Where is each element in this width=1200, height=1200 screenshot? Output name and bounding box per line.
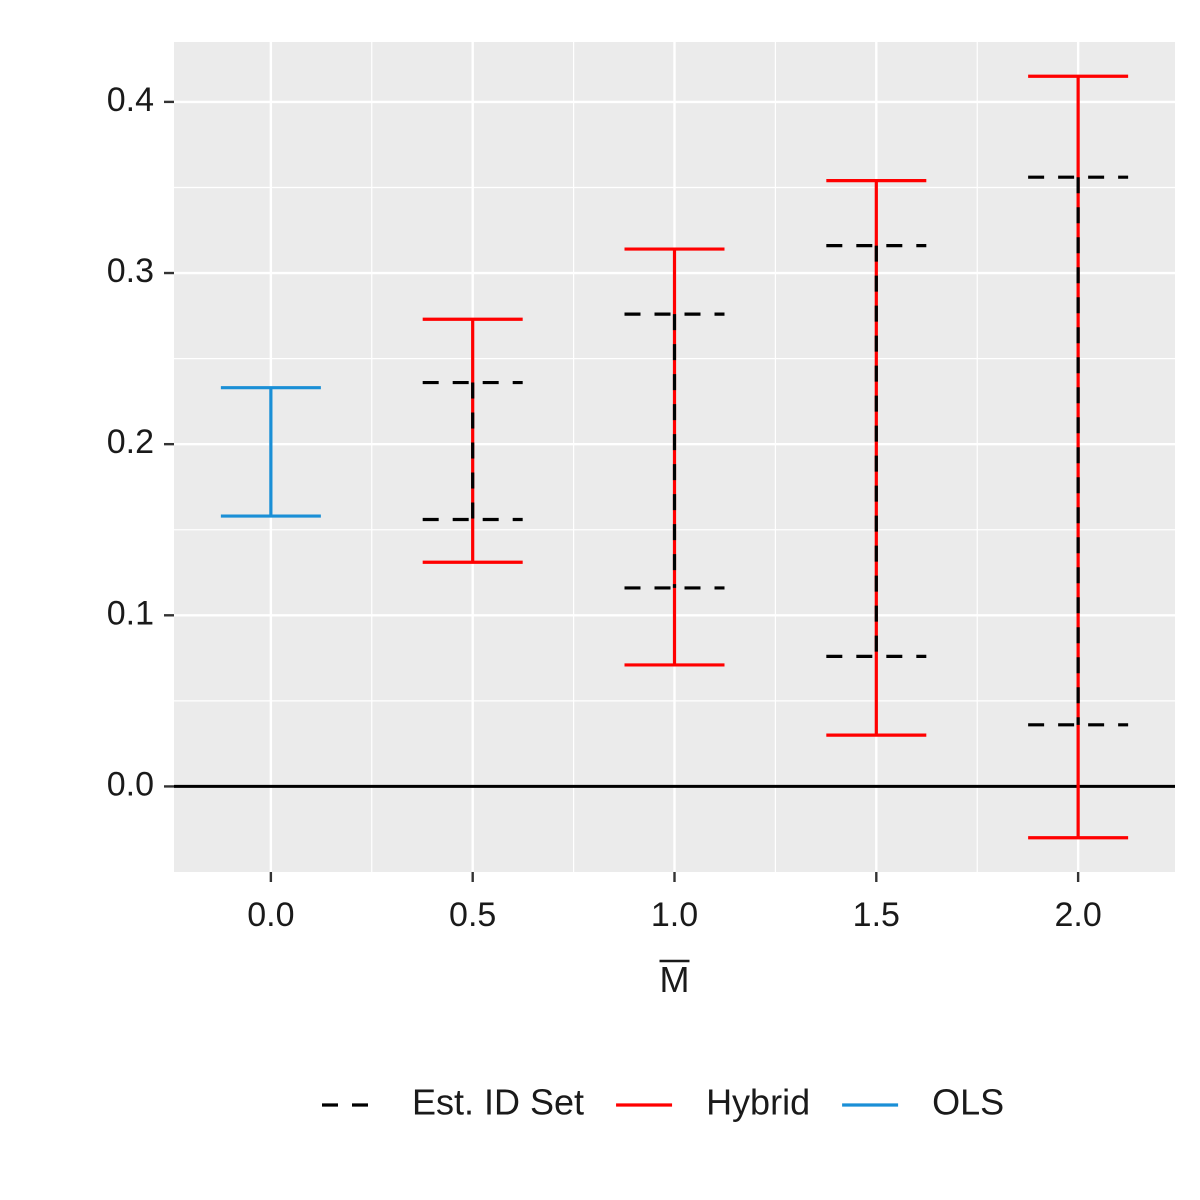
axes: 0.0 0.1 0.2 0.3 0.4 0.0 0.5 1.0 1.5 2.0 M [107, 81, 1102, 1000]
y-tick-label: 0.1 [107, 594, 154, 632]
legend-label-est-id-set: Est. ID Set [412, 1082, 584, 1123]
est-id-set-errorbar [826, 244, 927, 658]
y-tick-label: 0.3 [107, 252, 154, 290]
x-tick-label: 0.5 [449, 896, 496, 934]
legend-item-hybrid: Hybrid [616, 1082, 810, 1123]
est-id-set-errorbar [1028, 175, 1129, 727]
legend-item-est-id-set: Est. ID Set [322, 1082, 584, 1123]
hybrid-errorbar [422, 317, 523, 564]
y-tick-label: 0.0 [107, 765, 154, 803]
x-tick-label: 2.0 [1054, 896, 1101, 934]
ols-errorbar [220, 386, 321, 518]
y-tick-label: 0.2 [107, 423, 154, 461]
legend-label-hybrid: Hybrid [706, 1082, 810, 1123]
x-tick-label: 0.0 [247, 896, 294, 934]
x-tick-label: 1.0 [651, 896, 698, 934]
x-axis-title: M [660, 959, 690, 1000]
est-id-set-errorbar [624, 312, 725, 590]
x-tick-label: 1.5 [853, 896, 900, 934]
y-tick-label: 0.4 [107, 81, 154, 119]
legend-item-ols: OLS [842, 1082, 1004, 1123]
legend: Est. ID Set Hybrid OLS [322, 1082, 1004, 1123]
est-id-set-errorbar [422, 380, 523, 522]
legend-label-ols: OLS [932, 1082, 1004, 1123]
chart-marks [174, 74, 1175, 840]
